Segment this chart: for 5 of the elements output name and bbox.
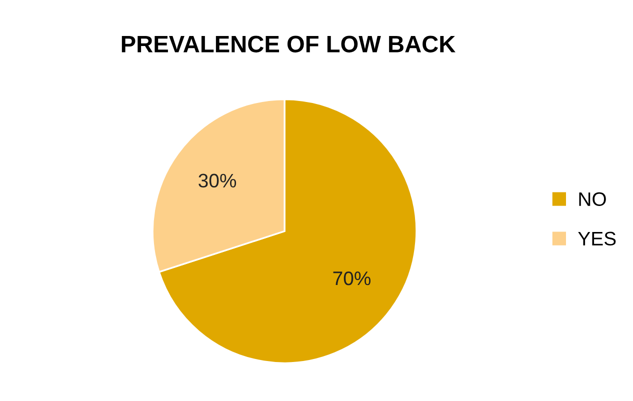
data-label: 70% — [333, 271, 371, 286]
legend-label: NO — [579, 192, 606, 206]
legend-label: YES — [578, 232, 616, 246]
chart-title: PREVALENCE OF LOW BACK — [122, 36, 456, 52]
data-label: 30% — [198, 174, 236, 188]
